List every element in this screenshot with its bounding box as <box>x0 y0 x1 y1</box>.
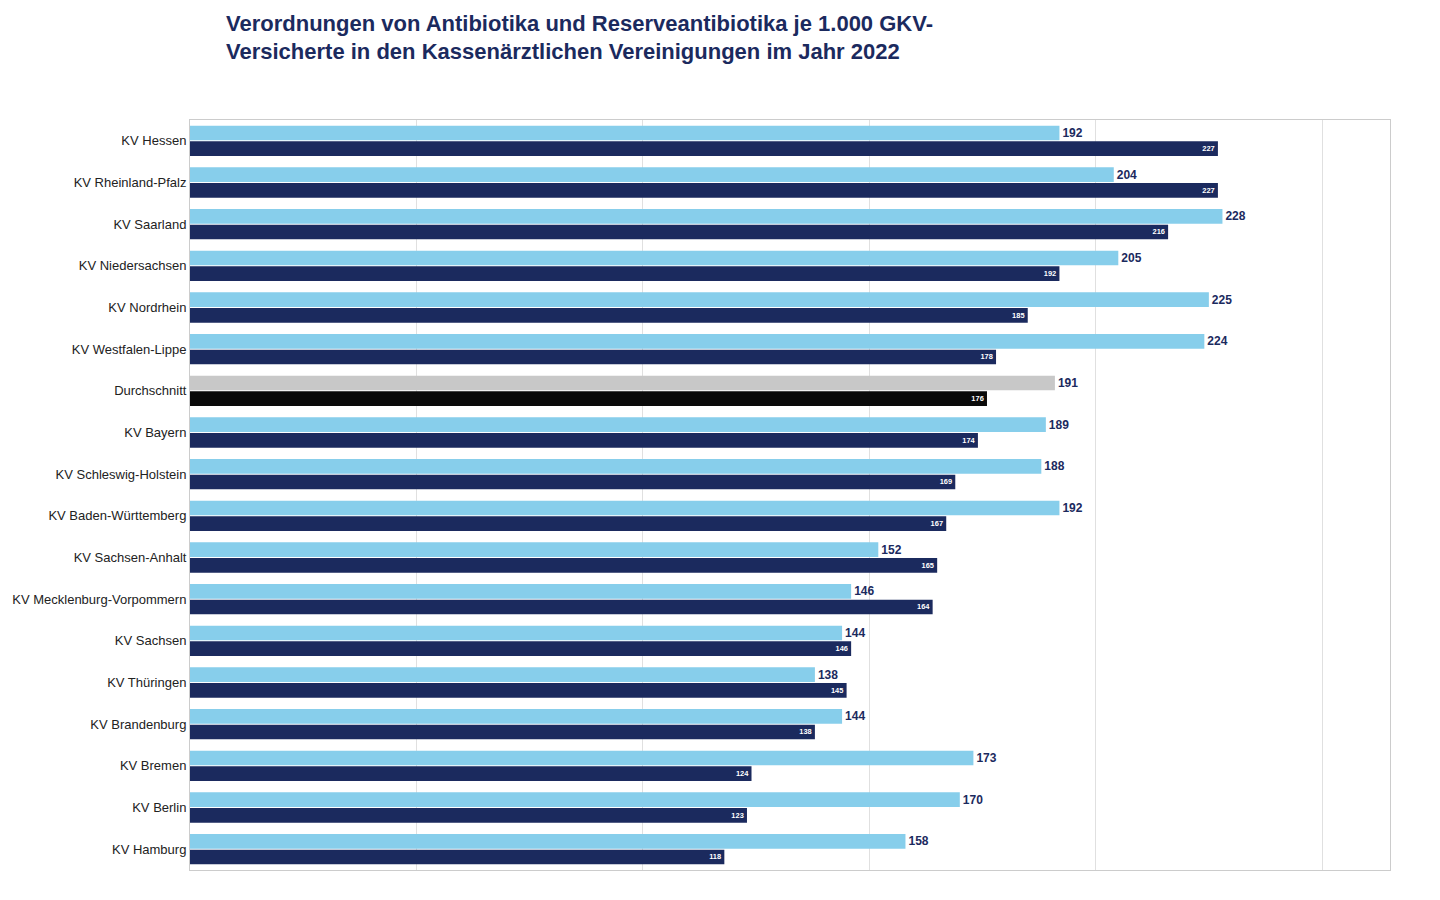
svg-text:185: 185 <box>1012 311 1024 320</box>
svg-text:Durchschnitt: Durchschnitt <box>114 383 187 398</box>
svg-text:KV Bremen: KV Bremen <box>120 758 186 773</box>
svg-text:146: 146 <box>854 584 874 598</box>
svg-text:165: 165 <box>922 561 934 570</box>
svg-text:225: 225 <box>1212 293 1232 307</box>
svg-text:192: 192 <box>1062 126 1082 140</box>
svg-text:KV Rheinland-Pfalz: KV Rheinland-Pfalz <box>74 175 187 190</box>
svg-text:144: 144 <box>845 709 865 723</box>
svg-text:138: 138 <box>799 727 811 736</box>
svg-text:KV Thüringen: KV Thüringen <box>107 675 186 690</box>
svg-text:227: 227 <box>1202 144 1214 153</box>
svg-text:178: 178 <box>980 352 992 361</box>
svg-text:118: 118 <box>709 852 721 861</box>
svg-text:KV Westfalen-Lippe: KV Westfalen-Lippe <box>72 342 187 357</box>
svg-text:152: 152 <box>881 543 901 557</box>
svg-text:204: 204 <box>1117 168 1137 182</box>
svg-text:227: 227 <box>1202 186 1214 195</box>
svg-text:123: 123 <box>731 811 743 820</box>
svg-text:176: 176 <box>971 394 983 403</box>
svg-text:KV Bayern: KV Bayern <box>124 425 186 440</box>
svg-text:KV Mecklenburg-Vorpommern: KV Mecklenburg-Vorpommern <box>12 592 186 607</box>
svg-text:KV Schleswig-Holstein: KV Schleswig-Holstein <box>56 467 187 482</box>
svg-text:170: 170 <box>963 793 983 807</box>
svg-text:KV Sachsen-Anhalt: KV Sachsen-Anhalt <box>74 550 187 565</box>
svg-text:174: 174 <box>962 436 975 445</box>
svg-text:216: 216 <box>1152 227 1164 236</box>
svg-text:KV Hessen: KV Hessen <box>121 133 186 148</box>
svg-text:KV Brandenburg: KV Brandenburg <box>90 717 186 732</box>
svg-text:KV Nordrhein: KV Nordrhein <box>108 300 186 315</box>
svg-text:KV Berlin: KV Berlin <box>132 800 186 815</box>
svg-text:158: 158 <box>908 834 928 848</box>
svg-text:145: 145 <box>831 686 843 695</box>
svg-text:KV Saarland: KV Saarland <box>113 217 186 232</box>
svg-text:167: 167 <box>931 519 943 528</box>
svg-text:144: 144 <box>845 626 865 640</box>
svg-text:KV Hamburg: KV Hamburg <box>112 842 186 857</box>
svg-text:228: 228 <box>1225 209 1245 223</box>
svg-text:192: 192 <box>1062 501 1082 515</box>
svg-text:169: 169 <box>940 477 952 486</box>
svg-text:KV Baden-Württemberg: KV Baden-Württemberg <box>48 508 186 523</box>
svg-text:189: 189 <box>1049 418 1069 432</box>
svg-text:KV Niedersachsen: KV Niedersachsen <box>79 258 187 273</box>
svg-text:191: 191 <box>1058 376 1078 390</box>
svg-text:164: 164 <box>917 602 930 611</box>
svg-text:188: 188 <box>1044 459 1064 473</box>
svg-text:138: 138 <box>818 668 838 682</box>
svg-text:124: 124 <box>736 769 749 778</box>
svg-text:224: 224 <box>1207 334 1227 348</box>
svg-text:192: 192 <box>1044 269 1056 278</box>
svg-text:173: 173 <box>976 751 996 765</box>
svg-text:146: 146 <box>836 644 848 653</box>
svg-text:KV Sachsen: KV Sachsen <box>115 633 187 648</box>
svg-text:205: 205 <box>1121 251 1141 265</box>
svg-text:Verordnungen von Antibiotika u: Verordnungen von Antibiotika und Reserve… <box>226 11 933 65</box>
